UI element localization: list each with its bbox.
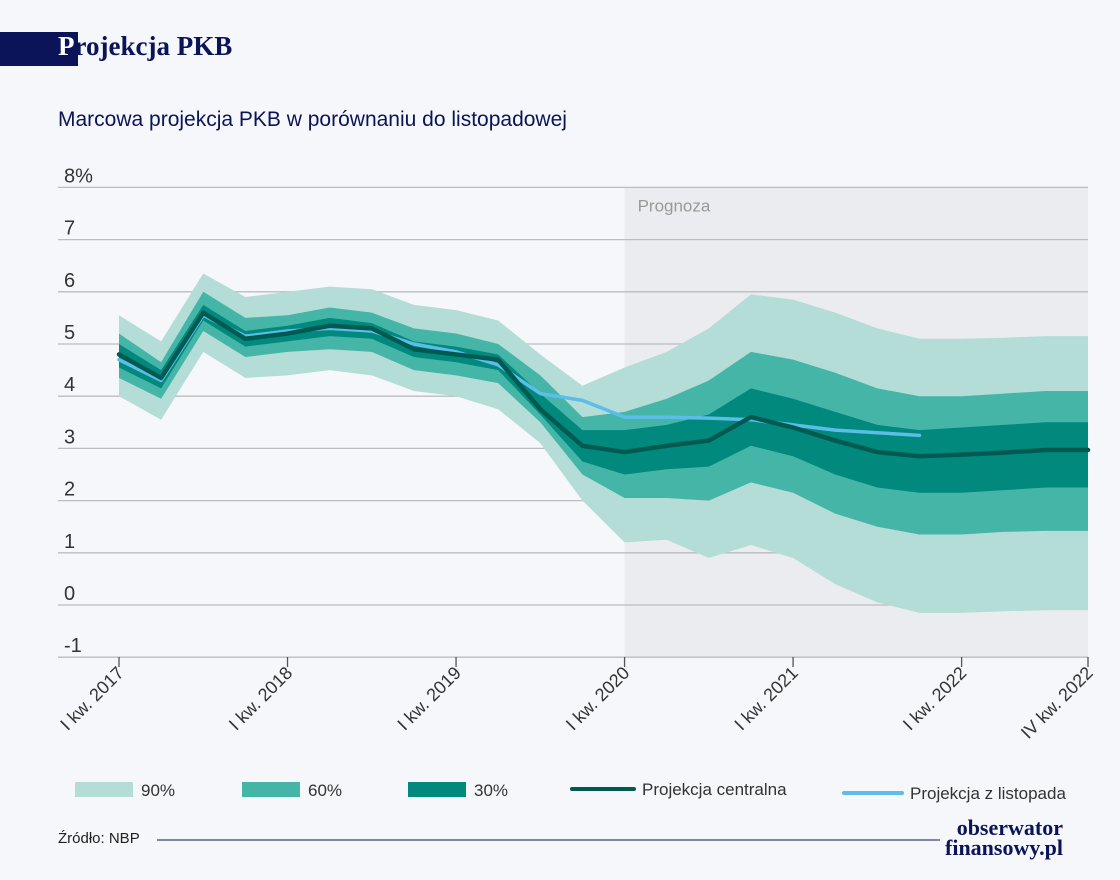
legend-label: Projekcja z listopada (910, 784, 1066, 803)
source-note: Źródło: NBP (58, 830, 140, 847)
logo: obserwator finansowy.pl (945, 815, 1063, 860)
y-tick-label: 3 (64, 426, 75, 448)
y-tick-label: 2 (64, 479, 75, 501)
y-tick-label: 6 (64, 270, 75, 292)
legend-label: 60% (308, 781, 342, 800)
y-tick-label: 5 (64, 322, 75, 344)
y-tick-label: 1 (64, 531, 75, 553)
y-tick-label: 7 (64, 218, 75, 240)
forecast-label: Prognoza (638, 196, 711, 215)
central-projection-line (116, 310, 1091, 459)
band-30pct (119, 304, 1088, 493)
y-tick-label: -1 (64, 635, 82, 657)
legend-swatch-60pct (242, 782, 300, 797)
legend-label: 90% (141, 781, 175, 800)
x-tick-label: IV kw. 2022 (1017, 663, 1097, 743)
legend-label: 30% (474, 781, 508, 800)
x-tick-label: I kw. 2020 (562, 663, 633, 734)
logo-line1: obserwator (956, 815, 1063, 840)
x-tick-label: I kw. 2019 (393, 663, 464, 734)
y-tick-label: 8% (64, 165, 93, 187)
title-accent-bar (0, 32, 78, 66)
legend-label: Projekcja centralna (642, 780, 787, 799)
chart-subtitle: Marcowa projekcja PKB w porównaniu do li… (58, 108, 567, 131)
y-tick-label: 4 (64, 374, 75, 396)
x-tick-label: I kw. 2022 (899, 663, 970, 734)
legend-swatch-30pct (408, 782, 466, 797)
y-tick-label: 0 (64, 583, 75, 605)
title-first-letter: P (58, 31, 75, 61)
x-tick-label: I kw. 2018 (225, 663, 296, 734)
legend-swatch-90pct (75, 782, 133, 797)
title-rest: rojekcja PKB (74, 31, 233, 61)
logo-line2: finansowy.pl (945, 835, 1063, 860)
x-tick-label: I kw. 2021 (730, 663, 801, 734)
x-tick-label: I kw. 2017 (56, 663, 127, 734)
page-title: Projekcja PKB (58, 31, 232, 62)
